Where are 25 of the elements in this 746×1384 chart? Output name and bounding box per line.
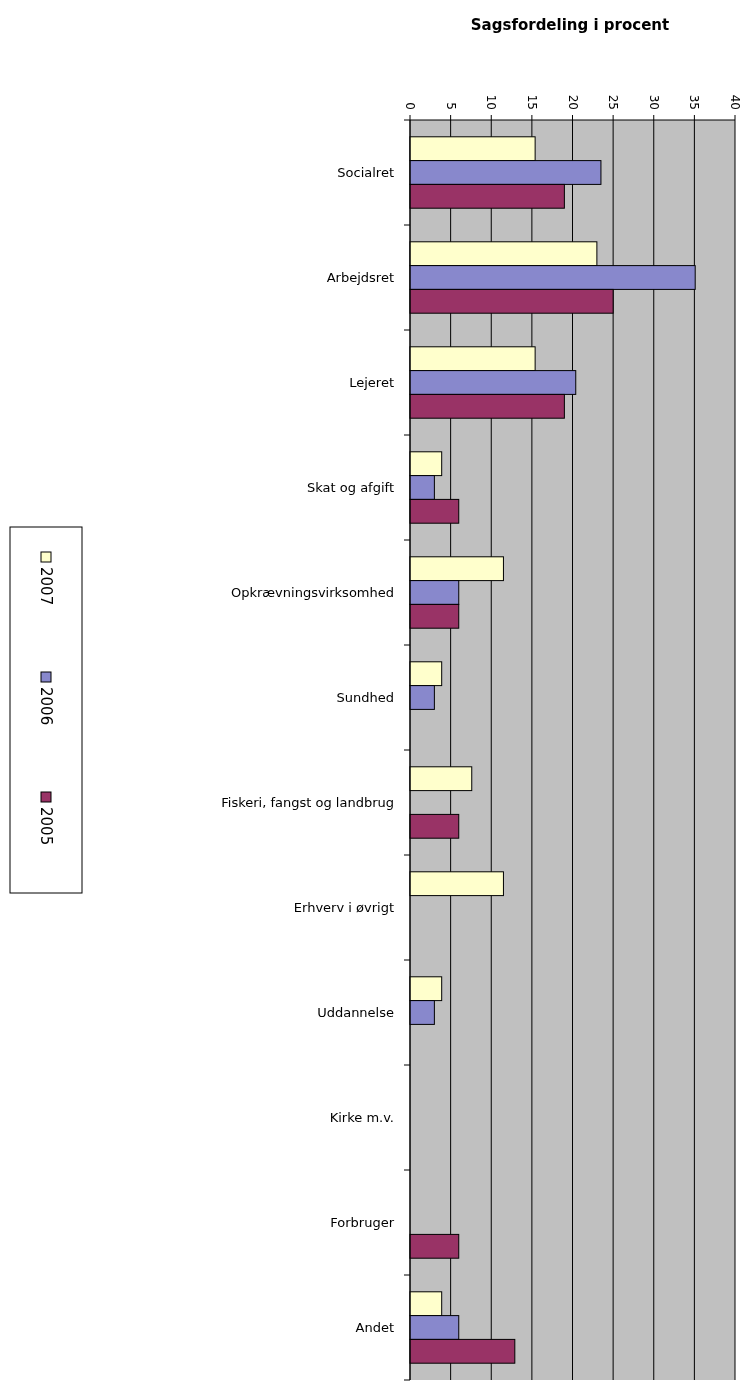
legend-label: 2007 [37,567,55,606]
y-tick-label: Andet [355,1320,394,1335]
y-tick-label: Sundhed [336,690,394,705]
x-tick-label: 10 [484,94,499,110]
x-tick-label: 40 [728,94,742,110]
y-tick-label: Kirke m.v. [329,1110,394,1125]
x-tick-label: 30 [646,94,661,110]
y-tick-label: Lejeret [349,375,394,390]
x-tick-label: 20 [565,94,580,110]
legend-label: 2006 [37,687,55,726]
x-tick-label: 0 [403,102,417,110]
y-tick-label: Uddannelse [317,1005,394,1020]
y-tick-label: Socialret [337,165,394,180]
y-tick-label: Arbejdsret [326,270,394,285]
x-tick-label: 15 [524,94,539,110]
y-tick-label: Opkrævningsvirksomhed [231,585,394,600]
y-tick-label: Fiskeri, fangst og landbrug [221,795,394,810]
x-tick-label: 5 [443,102,458,110]
x-tick-label: 35 [687,94,702,110]
chart-title: Sagsfordeling i procent [470,16,670,34]
y-tick-label: Skat og afgift [307,480,394,495]
y-tick-label: Forbruger [330,1215,395,1230]
y-tick-label: Erhverv i øvrigt [293,900,394,915]
legend-label: 2005 [37,807,55,846]
x-tick-label: 25 [606,94,621,110]
